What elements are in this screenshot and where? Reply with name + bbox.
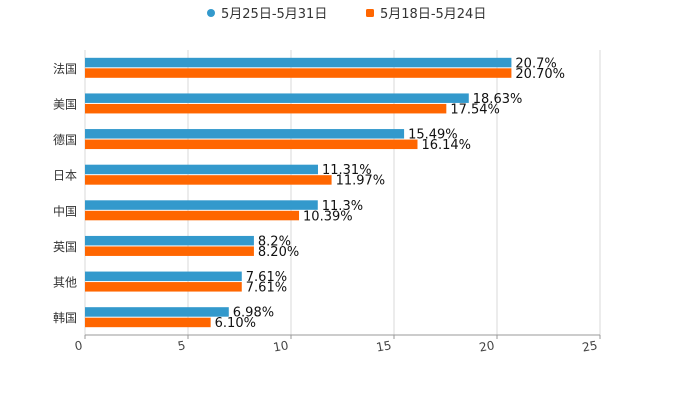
bar xyxy=(85,129,405,139)
legend-label: 5月18日-5月24日 xyxy=(380,7,486,22)
bar xyxy=(85,68,512,78)
bar xyxy=(85,175,332,185)
data-label: 20.7% xyxy=(515,56,556,71)
category-label: 德国 xyxy=(53,132,77,147)
tick-label: 15 xyxy=(375,338,392,354)
data-label: 6.98% xyxy=(233,306,274,321)
bar xyxy=(85,210,300,221)
data-label: 16.14% xyxy=(421,138,471,153)
legend-marker-circle-icon xyxy=(207,9,215,17)
data-label: 6.10% xyxy=(215,316,256,331)
data-label: 7.61% xyxy=(246,281,287,296)
bar xyxy=(85,103,447,114)
bar xyxy=(85,307,229,317)
category-label: 英国 xyxy=(53,240,77,254)
tick-label: 0 xyxy=(74,338,84,353)
category-label: 法国 xyxy=(53,62,77,76)
data-label: 18.63% xyxy=(473,92,523,107)
data-label: 17.54% xyxy=(450,102,500,117)
data-label: 11.3% xyxy=(322,199,363,214)
data-label: 15.49% xyxy=(408,128,458,143)
tick-label: 25 xyxy=(581,338,598,354)
category-label: 韩国 xyxy=(53,310,77,325)
bar xyxy=(85,282,242,292)
bar xyxy=(85,93,469,103)
data-label: 20.70% xyxy=(515,67,565,82)
tick-label: 5 xyxy=(177,338,187,353)
data-label: 7.61% xyxy=(246,270,287,285)
grid xyxy=(84,50,601,335)
data-label: 11.31% xyxy=(322,163,372,178)
bar xyxy=(85,139,418,150)
data-label: 11.97% xyxy=(336,174,386,189)
bar xyxy=(85,246,254,256)
bar xyxy=(85,57,512,68)
bar xyxy=(85,317,211,328)
bars: 20.7%20.70% 18.63%17.54% 15.49%16.14% 11.31… xyxy=(85,56,565,331)
bar xyxy=(85,235,254,246)
legend: 5月25日-5月31日 5月18日-5月24日 xyxy=(207,7,486,22)
category-label: 美国 xyxy=(53,97,77,111)
legend-marker-square-icon xyxy=(366,9,374,17)
data-label: 10.39% xyxy=(303,209,353,224)
bar xyxy=(85,271,242,282)
category-label: 中国 xyxy=(53,203,77,218)
bar xyxy=(85,164,318,175)
legend-label: 5月25日-5月31日 xyxy=(221,7,327,22)
category-label: 其他 xyxy=(53,276,77,290)
data-label: 8.20% xyxy=(258,245,299,260)
category-label: 日本 xyxy=(53,169,77,183)
tick-label: 20 xyxy=(478,338,495,354)
bar xyxy=(85,200,318,210)
data-label: 8.2% xyxy=(258,234,291,249)
x-axis: 0 5 10 15 20 25 xyxy=(74,334,601,355)
tick-label: 10 xyxy=(272,338,289,354)
